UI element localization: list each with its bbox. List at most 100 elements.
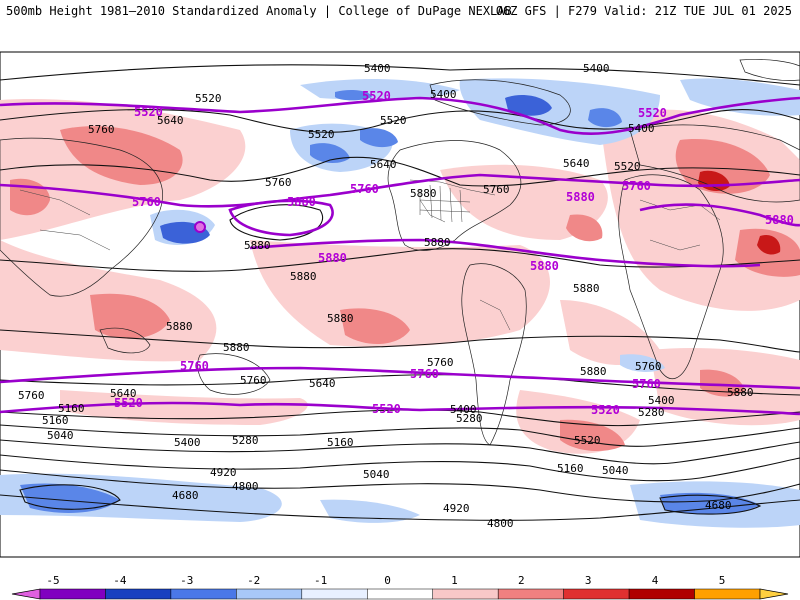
contour-label-highlight: 5760 — [622, 179, 651, 193]
contour-label: 5520 — [574, 434, 601, 447]
colorbar-cell — [694, 588, 761, 600]
contour-label: 5400 — [628, 122, 655, 135]
contour-label: 5880 — [410, 187, 437, 200]
contour-label: 5880 — [424, 236, 451, 249]
contour-label-highlight: 5760 — [632, 377, 661, 391]
contour-label: 5640 — [309, 377, 336, 390]
contour-label: 5880 — [727, 386, 754, 399]
contour-label: 5760 — [240, 374, 267, 387]
purple-contour-labels: 5520 5520 5520 5760 5760 5760 5880 5880 … — [114, 89, 794, 417]
contour-label: 5520 — [380, 114, 407, 127]
contour-label: 5880 — [327, 312, 354, 325]
colorbar-tick-label: 3 — [585, 574, 592, 587]
contour-label: 5280 — [638, 406, 665, 419]
contour-label: 5400 — [174, 436, 201, 449]
contour-label: 5760 — [18, 389, 45, 402]
contour-label: 5760 — [88, 123, 115, 136]
colorbar-arrow-right — [759, 588, 789, 600]
colorbar-tick-label: -1 — [314, 574, 327, 587]
contour-label: 5760 — [427, 356, 454, 369]
colorbar-tick-label: 1 — [451, 574, 458, 587]
contour-label: 5160 — [42, 414, 69, 427]
contour-label-highlight: 5520 — [114, 396, 143, 410]
purple-height-contours — [0, 96, 800, 416]
colorbar-cell — [301, 588, 368, 600]
contour-label: 5400 — [648, 394, 675, 407]
contour-label-highlight: 5760 — [180, 359, 209, 373]
contour-label: 5640 — [157, 114, 184, 127]
contour-label: 5040 — [602, 464, 629, 477]
contour-label: 5400 — [583, 62, 610, 75]
colorbar-tick-label: -2 — [247, 574, 260, 587]
contour-label: 5520 — [308, 128, 335, 141]
colorbar-cell — [39, 588, 106, 600]
contour-label: 5160 — [557, 462, 584, 475]
contour-label: 5640 — [110, 387, 137, 400]
contour-label: 5760 — [265, 176, 292, 189]
map-title: 500mb Height 1981–2010 Standardized Anom… — [6, 4, 512, 18]
anomaly-colorbar: -5 -4 -3 -2 -1 0 1 2 3 4 5 — [11, 574, 789, 600]
colorbar-cell — [628, 588, 695, 600]
colorbar-tick-label: -5 — [46, 574, 59, 587]
contour-label: 5400 — [364, 62, 391, 75]
contour-label: 5280 — [232, 434, 259, 447]
contour-label-highlight: 5880 — [318, 251, 347, 265]
colorbar-cell — [497, 588, 564, 600]
contour-label: 5640 — [370, 158, 397, 171]
contour-label: 4800 — [232, 480, 259, 493]
contour-label: 5400 — [450, 403, 477, 416]
contour-label-highlight: 5520 — [372, 402, 401, 416]
us-state-borders — [419, 184, 471, 223]
colorbar-tick-label: -4 — [113, 574, 127, 587]
contour-label: 4920 — [210, 466, 237, 479]
colorbar-cell — [563, 588, 630, 600]
contour-label-highlight: 5880 — [530, 259, 559, 273]
contour-label: 5880 — [580, 365, 607, 378]
contour-label: 4680 — [172, 489, 199, 502]
contour-label-highlight: 5520 — [362, 89, 391, 103]
black-contour-labels: 5400 5400 5520 5640 5400 5520 5400 5760 … — [18, 62, 754, 530]
contour-label: 4800 — [487, 517, 514, 530]
contour-label-highlight: 5760 — [132, 195, 161, 209]
contour-label-highlight: 5520 — [591, 403, 620, 417]
colorbar-cell — [432, 588, 499, 600]
colorbar-cell — [105, 588, 172, 600]
contour-label-highlight: 5760 — [410, 367, 439, 381]
colorbar-cell — [367, 588, 433, 600]
contour-label: 5880 — [244, 239, 271, 252]
contour-label: 5880 — [166, 320, 193, 333]
contour-label: 5640 — [563, 157, 590, 170]
contour-label: 5400 — [430, 88, 457, 101]
contour-label: 5520 — [614, 160, 641, 173]
contour-label-highlight: 5520 — [134, 105, 163, 119]
contour-label: 5760 — [635, 360, 662, 373]
model-run-info: 06Z GFS | F279 Valid: 21Z TUE JUL 01 202… — [495, 4, 792, 18]
contour-label-highlight: 5880 — [765, 213, 794, 227]
colorbar-tick-label: 5 — [719, 574, 726, 587]
black-height-contours — [0, 64, 800, 521]
colorbar-tick-label: 4 — [652, 574, 659, 587]
contour-label: 5880 — [223, 341, 250, 354]
contour-label: 5160 — [58, 402, 85, 415]
colorbar-cell — [236, 588, 303, 600]
contour-label: 5160 — [327, 436, 354, 449]
contour-label: 5040 — [47, 429, 74, 442]
contour-label-highlight: 5880 — [566, 190, 595, 204]
contour-label: 5760 — [483, 183, 510, 196]
contour-label: 5880 — [573, 282, 600, 295]
contour-label-highlight: 5880 — [287, 195, 316, 209]
contour-label: 5040 — [363, 468, 390, 481]
contour-label-highlight: 5520 — [638, 106, 667, 120]
contour-label: 5880 — [290, 270, 317, 283]
contour-label: 5520 — [195, 92, 222, 105]
contour-label-highlight: 5760 — [350, 182, 379, 196]
colorbar-cell — [170, 588, 237, 600]
colorbar-tick-label: 2 — [518, 574, 525, 587]
colorbar-tick-label: -3 — [180, 574, 193, 587]
colorbar-tick-label: 0 — [384, 574, 391, 587]
colorbar-arrow-left — [11, 588, 41, 600]
anomaly-shading — [0, 78, 800, 528]
low-center-marker — [194, 221, 206, 233]
contour-label: 5280 — [456, 412, 483, 425]
